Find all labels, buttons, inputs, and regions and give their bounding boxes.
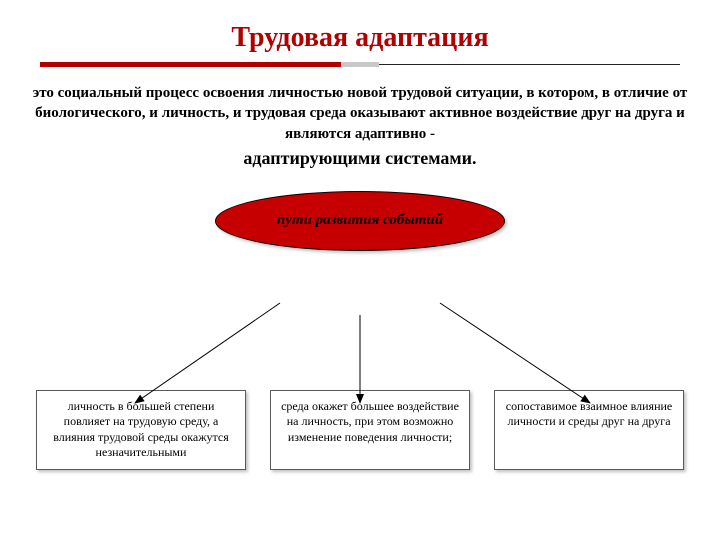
arrow-line-2 bbox=[440, 303, 590, 403]
arrows-svg bbox=[0, 295, 720, 425]
arrow-lines-group bbox=[135, 303, 590, 403]
central-ellipse: пути развития событий bbox=[215, 191, 505, 251]
title-divider bbox=[40, 62, 680, 67]
ellipse-container: пути развития событий bbox=[0, 191, 720, 251]
arrow-line-0 bbox=[135, 303, 280, 403]
page-title: Трудовая адаптация bbox=[0, 0, 720, 62]
ellipse-label: пути развития событий bbox=[277, 212, 443, 229]
definition-text: это социальный процесс освоения личность… bbox=[0, 77, 720, 144]
title-divider-wrap bbox=[0, 62, 720, 77]
subheading-text: адаптирующими системами. bbox=[0, 144, 720, 169]
